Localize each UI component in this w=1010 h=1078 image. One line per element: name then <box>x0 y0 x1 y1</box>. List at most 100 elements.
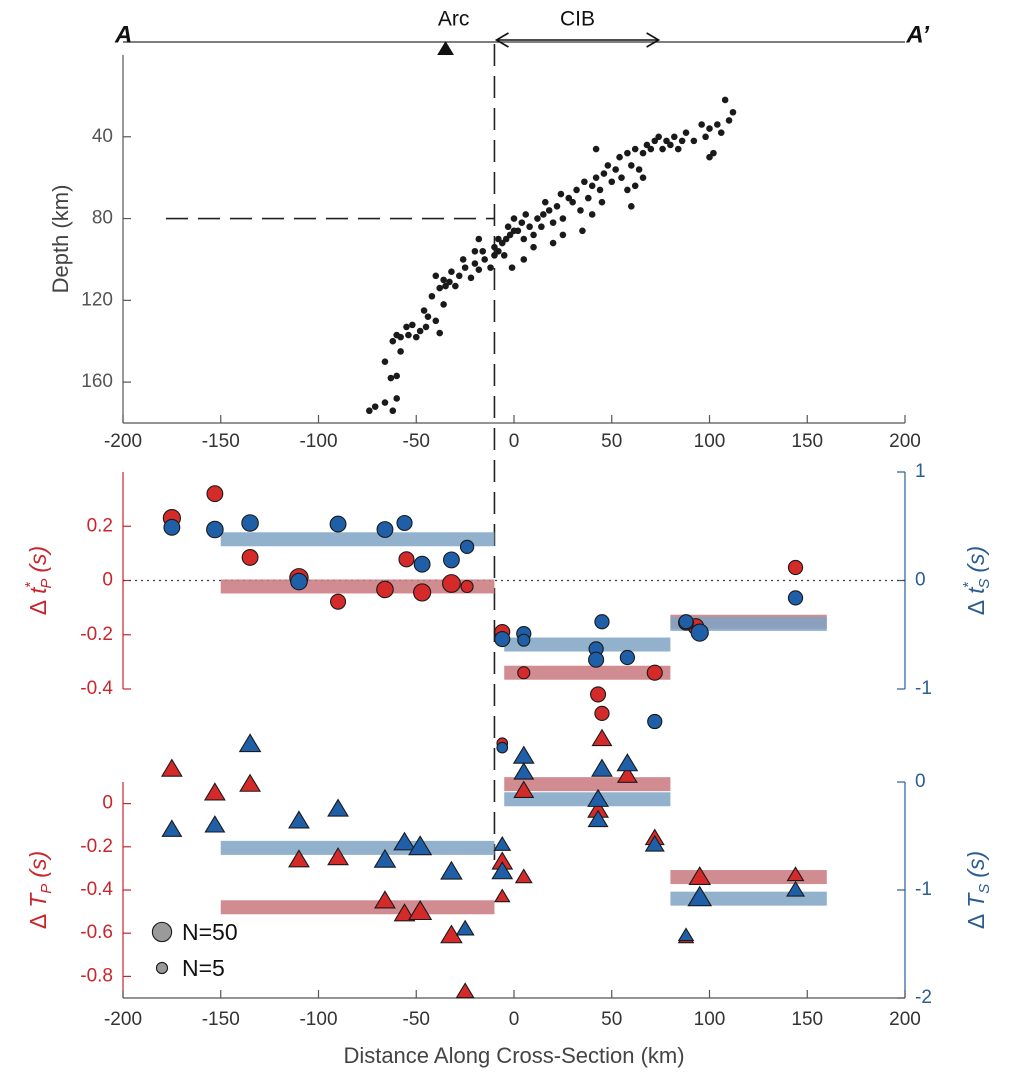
legend-label: N=5 <box>182 955 225 981</box>
data-circle <box>459 539 475 555</box>
earthquake <box>565 194 573 202</box>
earthquake <box>631 145 639 153</box>
earthquake <box>459 256 467 263</box>
data-circle <box>646 664 663 681</box>
data-triangle <box>393 831 416 851</box>
earthquake <box>592 174 600 181</box>
earthquake <box>495 247 502 255</box>
earthquake <box>667 141 674 149</box>
earthquake <box>588 211 596 218</box>
data-circle <box>329 515 347 533</box>
y-axis-label: Depth (km) <box>48 185 73 294</box>
y-tick-label: -0.2 <box>80 836 113 857</box>
data-triangle <box>591 758 613 777</box>
earthquake <box>598 198 606 206</box>
section-start: A <box>114 21 132 48</box>
earthquake <box>500 252 508 259</box>
data-triangle <box>327 798 349 817</box>
earthquake <box>577 207 584 214</box>
data-triangle <box>393 903 416 922</box>
data-triangle <box>408 900 433 921</box>
data-triangle <box>513 780 535 798</box>
earthquake <box>643 141 651 149</box>
data-triangle <box>204 815 226 833</box>
earthquake <box>491 252 498 259</box>
earthquake <box>442 282 449 290</box>
y-tick-label: -0.2 <box>80 624 113 645</box>
label-part: T <box>25 892 51 908</box>
label-part: t <box>25 586 51 594</box>
y-tick-label: 0 <box>102 793 113 814</box>
x-axis-label: Distance Along Cross-Section (km) <box>343 1043 684 1068</box>
x-tick-label: 200 <box>889 431 921 452</box>
label-part: P <box>38 884 55 894</box>
earthquake <box>541 198 549 206</box>
earthquake <box>559 231 567 239</box>
data-circle <box>496 741 509 754</box>
data-circle <box>206 520 224 539</box>
earthquake <box>600 170 608 177</box>
y-tick-label: -0.4 <box>80 879 113 900</box>
y-tick-label: 0 <box>102 570 113 591</box>
earthquake <box>397 348 404 355</box>
earthquake <box>452 282 459 290</box>
y-tick-label: -0.6 <box>80 922 113 943</box>
x-tick-label: 0 <box>509 431 520 452</box>
earthquake <box>508 264 516 271</box>
data-circle <box>163 518 181 536</box>
legend-marker <box>151 921 173 943</box>
arrow-head <box>646 32 661 48</box>
cib-label: CIB <box>560 8 595 31</box>
x-tick-label: -50 <box>403 1009 430 1030</box>
average-bar <box>670 616 827 631</box>
earthquake <box>448 268 455 276</box>
earthquake <box>549 239 557 247</box>
y-tick-label: 160 <box>81 371 113 392</box>
data-circle <box>690 623 709 642</box>
data-circle <box>590 686 607 703</box>
data-triangle <box>677 927 695 942</box>
earthquake <box>371 403 379 410</box>
earthquake <box>702 133 709 141</box>
data-triangle <box>160 758 183 777</box>
earthquake <box>581 178 588 186</box>
earthquake <box>639 149 647 157</box>
earthquake <box>510 215 518 222</box>
earthquake <box>522 211 530 218</box>
data-circle <box>619 649 636 666</box>
data-triangle <box>587 809 609 828</box>
y-axis-label: Δt*P (s) <box>22 546 55 615</box>
legend-label: N=50 <box>182 919 238 945</box>
earthquake <box>540 211 547 218</box>
earthquake <box>495 235 502 243</box>
earthquake <box>502 235 510 243</box>
earthquake <box>481 256 488 263</box>
data-circle <box>290 572 308 591</box>
y-tick-label: 120 <box>81 289 113 310</box>
x-tick-label: -50 <box>403 431 430 452</box>
data-triangle <box>161 819 183 837</box>
data-circle <box>678 614 694 630</box>
label-part: S <box>976 884 993 894</box>
earthquake <box>698 121 705 128</box>
data-triangle <box>587 788 609 807</box>
earthquake <box>446 278 453 286</box>
data-triangle <box>239 773 261 792</box>
earthquake <box>530 243 537 251</box>
data-triangle <box>408 835 433 856</box>
earthquake <box>381 358 389 365</box>
y-tick-label: 0.2 <box>87 515 113 536</box>
data-triangle <box>513 762 535 780</box>
earthquake <box>618 174 625 181</box>
earthquake <box>409 321 416 329</box>
data-circle <box>443 551 460 569</box>
earthquake <box>706 153 713 161</box>
data-triangle <box>616 765 638 783</box>
y-tick-label: 80 <box>92 208 113 229</box>
earthquake <box>393 331 401 339</box>
earthquake <box>596 186 604 194</box>
earthquake <box>647 145 655 153</box>
earthquake <box>729 108 737 116</box>
earthquake <box>624 186 631 194</box>
earthquake <box>491 243 498 251</box>
